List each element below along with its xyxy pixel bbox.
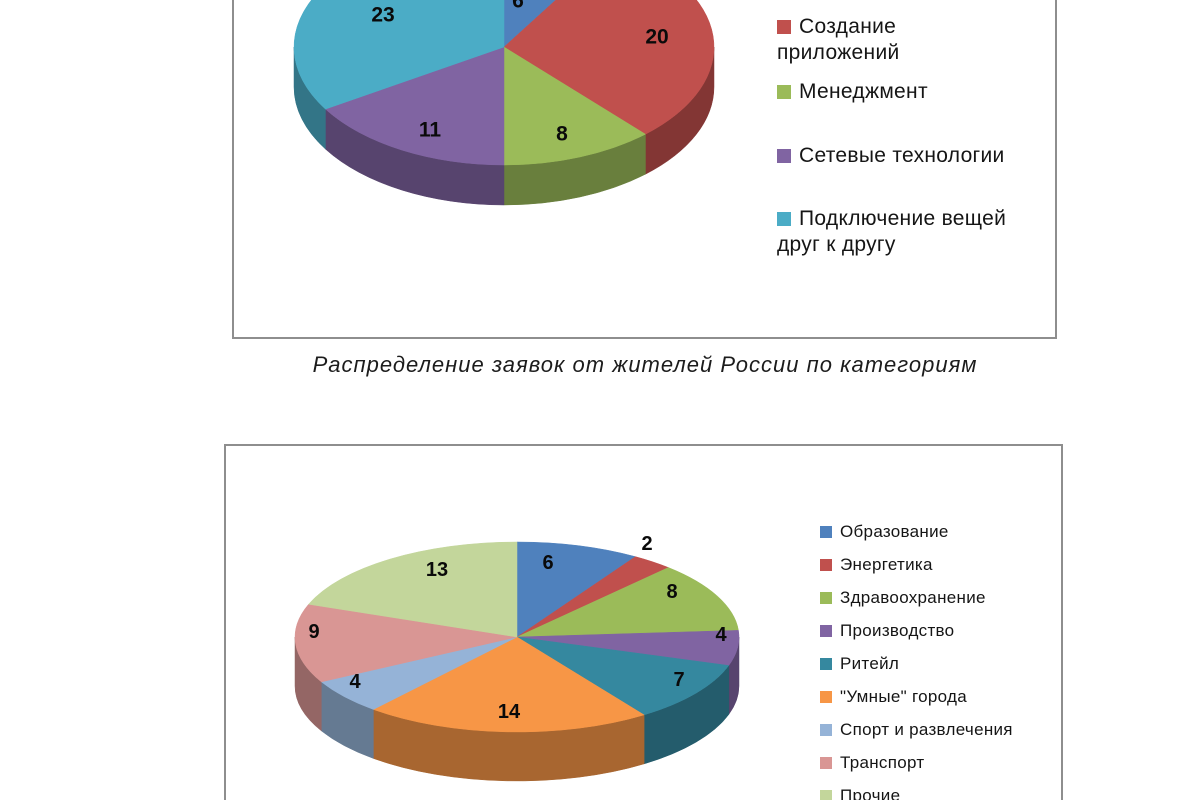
- pie-value-label: 20: [645, 26, 668, 49]
- pie-slice: [503, 0, 715, 135]
- legend-item: Ритейл: [820, 654, 1065, 674]
- legend-item: Транспорт: [820, 753, 1065, 773]
- pie-value-label: 8: [556, 123, 568, 146]
- legend-item: Здравоохранение: [820, 588, 1065, 608]
- legend-label: Сетевые технологии: [799, 144, 1005, 167]
- legend-item: Производство: [820, 621, 1065, 641]
- legend-item: Создание приложений: [777, 14, 1017, 66]
- legend-swatch: [820, 625, 832, 637]
- legend-swatch: [820, 790, 832, 800]
- top-pie-chart-box: 6 20 8 11 23 Создание приложений Менеджмент Се…: [232, 0, 1057, 339]
- legend-label: Подключение вещей друг к другу: [777, 207, 1007, 256]
- legend-item: Менеджмент: [777, 79, 1017, 105]
- pie-value-label: 6: [542, 552, 553, 574]
- pie-slice: [516, 567, 739, 638]
- pie-value-label: 9: [308, 621, 319, 643]
- pie-value-label: 4: [715, 624, 727, 646]
- legend-label: Образование: [840, 522, 949, 541]
- pie-slice: [516, 541, 637, 638]
- legend-item: Образование: [820, 522, 1065, 542]
- figure-caption: Распределение заявок от жителей России п…: [312, 352, 978, 377]
- legend-swatch: [777, 149, 791, 163]
- legend-swatch: [777, 20, 791, 34]
- legend-item: Сетевые технологии: [777, 143, 1017, 169]
- legend-label: Производство: [840, 621, 955, 640]
- legend-label: "Умные" города: [840, 687, 967, 706]
- legend-label: Транспорт: [840, 753, 925, 772]
- pie-slice: [503, 0, 557, 48]
- pie-value-label: 8: [666, 581, 677, 603]
- pie-value-label: 6: [512, 0, 524, 13]
- pie-slice: [503, 46, 646, 166]
- legend-swatch: [777, 85, 791, 99]
- legend-swatch: [820, 559, 832, 571]
- legend-item: "Умные" города: [820, 687, 1065, 707]
- legend-swatch: [820, 658, 832, 670]
- bottom-pie-chart-box: 6 2 8 4 7 14 4 9 13 Образование Энергетика Здравоо…: [224, 444, 1063, 800]
- legend-label: Спорт и развлечения: [840, 720, 1013, 739]
- legend-item: Энергетика: [820, 555, 1065, 575]
- pie-value-label: 7: [673, 669, 684, 691]
- legend-label: Энергетика: [840, 555, 933, 574]
- legend-label: Создание приложений: [777, 15, 900, 64]
- pie-slice: [324, 46, 505, 166]
- legend-swatch: [820, 691, 832, 703]
- legend-label: Прочие: [840, 786, 901, 800]
- legend-item: Подключение вещей друг к другу: [777, 206, 1017, 258]
- pie-value-label: 23: [371, 4, 394, 27]
- pie-value-label: 2: [641, 533, 652, 555]
- legend-label: Здравоохранение: [840, 588, 986, 607]
- legend-swatch: [820, 526, 832, 538]
- pie-value-label: 4: [349, 671, 361, 693]
- bottom-pie-chart-canvas: 6 2 8 4 7 14 4 9 13: [294, 533, 740, 782]
- legend-label: Менеджмент: [799, 80, 928, 103]
- pie-value-label: 14: [498, 701, 521, 723]
- pie-value-label: 13: [426, 559, 448, 581]
- legend-item: Прочие: [820, 786, 1065, 800]
- legend-swatch: [820, 592, 832, 604]
- legend-swatch: [777, 212, 791, 226]
- pie-slice: [372, 636, 645, 733]
- legend-label: Ритейл: [840, 654, 900, 673]
- legend-swatch: [820, 757, 832, 769]
- legend-item: Спорт и развлечения: [820, 720, 1065, 740]
- pie-slice: [293, 0, 505, 110]
- top-pie-chart-canvas: 6 20 8 11 23: [293, 0, 715, 206]
- pie-slice: [516, 636, 730, 716]
- pie-slice: [294, 604, 518, 683]
- pie-slice: [308, 541, 518, 638]
- pie-value-label: 11: [419, 119, 442, 142]
- legend-swatch: [820, 724, 832, 736]
